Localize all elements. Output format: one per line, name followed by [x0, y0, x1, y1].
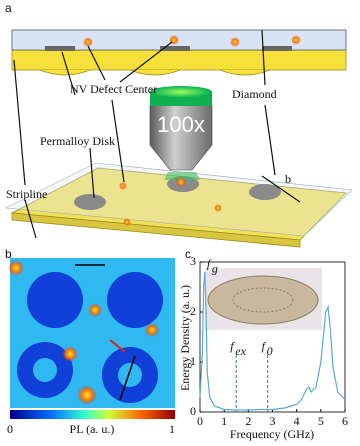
colorbar-tick: 0 — [7, 422, 13, 436]
annotation-sub: 0 — [267, 344, 273, 358]
stripline-label: Stripline — [6, 187, 47, 201]
annotation-sub: g — [212, 261, 218, 275]
panel-label: c — [185, 247, 191, 261]
inset-disk — [207, 275, 319, 325]
colorbar-label: PL (a. u.) — [70, 422, 115, 436]
nv-center — [123, 218, 131, 226]
pl-dip — [107, 272, 163, 328]
pl-spot — [145, 323, 159, 337]
x-axis-label: Frequency (GHz) — [230, 427, 314, 441]
line — [199, 271, 346, 411]
y-tick-label: 3 — [190, 254, 196, 268]
disk — [249, 184, 281, 200]
stripline-edge — [11, 212, 301, 248]
beam — [164, 172, 200, 180]
y-tick-label: 2 — [190, 304, 196, 318]
disk-section — [160, 46, 190, 51]
colorbar-tick: 1 — [169, 422, 175, 436]
dimension-label: b — [285, 172, 291, 186]
annotation: f — [262, 339, 267, 353]
pl-spot — [62, 346, 78, 362]
x-tick-label: 6 — [342, 414, 348, 428]
bumps — [39, 69, 271, 76]
panel-b: b 0 1 PL (a. u.) — [5, 247, 175, 436]
x-tick-label: 0 — [197, 414, 203, 428]
diamond-label: Diamond — [232, 87, 277, 101]
y-tick-label: 0 — [190, 404, 196, 418]
arrow — [109, 339, 126, 353]
panel-a: a 100x — [4, 1, 353, 248]
x-tick-label: 2 — [245, 414, 251, 428]
x-tick-label: 4 — [294, 414, 300, 428]
annotation: f — [207, 256, 212, 270]
line-cut — [119, 355, 136, 401]
nv-label: NV Defect Center — [70, 82, 157, 96]
objective-lens — [150, 86, 212, 98]
y-tick-label: 1 — [190, 354, 196, 368]
panel-label: b — [5, 247, 12, 261]
panel-label: a — [5, 1, 12, 15]
nv-center — [214, 204, 222, 212]
inset-disk-core — [232, 287, 294, 313]
pl-spot — [77, 385, 97, 405]
disk — [74, 194, 106, 210]
nv-center — [176, 177, 186, 187]
x-tick-label: 1 — [221, 414, 227, 428]
nv-center — [291, 35, 301, 45]
x-tick-label: 3 — [270, 414, 276, 428]
disk-section — [45, 46, 75, 51]
nv-center — [230, 37, 240, 47]
pl-center — [118, 363, 142, 387]
annotation-sub: ex — [235, 344, 246, 358]
y-axis-label: Energy Density (a. u.) — [178, 285, 192, 391]
objective-label: 100x — [157, 112, 205, 137]
colorbar — [10, 410, 175, 419]
pl-dip — [27, 272, 83, 328]
x-tick-label: 5 — [318, 414, 324, 428]
nv-center — [119, 182, 127, 190]
arrows — [13, 29, 301, 239]
pl-spot — [88, 303, 102, 317]
annotation: f — [230, 339, 235, 353]
disk-section — [262, 46, 292, 51]
pl-spot — [8, 260, 24, 276]
pl-center — [33, 358, 57, 382]
permalloy-label: Permalloy Disk — [40, 134, 115, 148]
nv-center — [83, 37, 93, 47]
